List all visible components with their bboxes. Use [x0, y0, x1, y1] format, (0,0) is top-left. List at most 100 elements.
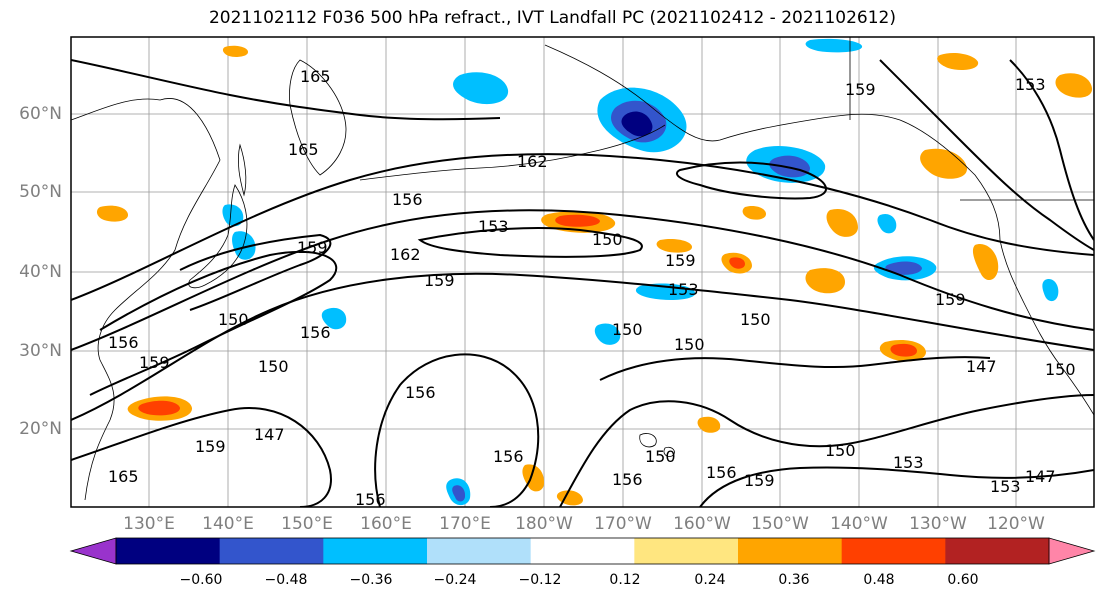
border-canada — [849, 37, 1094, 201]
lon-label: 140°E — [202, 514, 254, 534]
contour-label: 150 — [674, 335, 705, 354]
contour-label: 159 — [845, 80, 876, 99]
colorbar-tick-label: 0.12 — [609, 572, 641, 588]
contour-label: 147 — [254, 425, 285, 444]
lon-label: 150°W — [751, 514, 809, 534]
colorbar-swatch — [116, 538, 221, 564]
contour-label: 159 — [139, 353, 170, 372]
contour-label: 156 — [493, 447, 524, 466]
contour-line — [675, 161, 827, 200]
coastline-aleutians — [359, 124, 666, 181]
lon-label: 120°W — [987, 514, 1045, 534]
colorbar-tick-label: 0.48 — [863, 572, 895, 588]
lat-label: 40°N — [19, 262, 62, 282]
contour-label: 159 — [744, 471, 775, 490]
contour-label: 156 — [706, 463, 737, 482]
contour-label: 153 — [478, 217, 509, 236]
contour-label: 159 — [195, 437, 226, 456]
colorbar — [69, 537, 1096, 565]
contour-label: 156 — [355, 490, 386, 509]
shade-patch — [555, 214, 600, 227]
map-title: 2021102112 F036 500 hPa refract., IVT La… — [208, 8, 896, 28]
contour-lines — [71, 59, 1094, 507]
lon-label: 160°E — [360, 514, 412, 534]
contour-label: 165 — [288, 140, 319, 159]
contour-line — [374, 353, 540, 507]
shade-patch — [656, 238, 692, 253]
contour-label: 165 — [300, 67, 331, 86]
contour-label: 159 — [424, 271, 455, 290]
coastline-asia — [71, 98, 221, 501]
contour-label: 156 — [392, 190, 423, 209]
coastline-sakhalin — [237, 143, 247, 197]
shade-patch — [890, 343, 917, 357]
lon-label: 140°W — [830, 514, 888, 534]
lat-label: 30°N — [19, 341, 62, 361]
colorbar-swatch — [427, 538, 532, 564]
lon-label: 130°W — [909, 514, 967, 534]
contour-label: 165 — [108, 467, 139, 486]
contour-label: 147 — [1025, 467, 1056, 486]
contour-label: 150 — [612, 320, 643, 339]
contour-labels: 165 165 162 156 153 150 159 162 159 159 … — [108, 67, 1076, 509]
map-layers: 165 165 162 156 153 150 159 162 159 159 … — [71, 37, 1094, 509]
contour-line — [417, 227, 643, 258]
lat-label: 20°N — [19, 419, 62, 439]
contour-label: 150 — [218, 310, 249, 329]
shade-patch — [805, 38, 863, 53]
colorbar-swatch — [530, 538, 635, 564]
shade-patch — [972, 244, 999, 281]
shade-patch — [96, 205, 128, 222]
lon-label: 150°E — [281, 514, 333, 534]
shade-patch — [805, 268, 845, 294]
coastlines — [71, 37, 1094, 501]
colorbar-tick-label: 0.60 — [947, 572, 979, 588]
colorbar-extend-right — [1048, 537, 1096, 565]
coastline-canada-us — [999, 239, 1094, 416]
shade-patch — [138, 400, 180, 416]
lon-label: 160°W — [673, 514, 731, 534]
colorbar-tick-label: 0.24 — [694, 572, 726, 588]
colorbar-tick-label: −0.48 — [264, 572, 308, 588]
lon-label: 170°E — [439, 514, 491, 534]
contour-line — [559, 394, 1094, 507]
contour-line — [71, 153, 1094, 301]
contour-label: 159 — [297, 238, 328, 257]
coastline-hawaii — [639, 433, 675, 457]
contour-label: 153 — [668, 280, 699, 299]
colorbar-swatch — [738, 538, 843, 564]
contour-line — [599, 356, 991, 381]
contour-label: 150 — [825, 441, 856, 460]
shade-patch — [222, 204, 244, 227]
shade-patch — [452, 485, 466, 502]
shade-patch — [877, 213, 897, 234]
contour-line — [699, 466, 1094, 507]
lat-label: 50°N — [19, 182, 62, 202]
contour-label: 150 — [258, 357, 289, 376]
contour-label: 162 — [517, 152, 548, 171]
contour-label: 156 — [405, 383, 436, 402]
colorbar-swatch — [841, 538, 946, 564]
contour-label: 147 — [966, 357, 997, 376]
colorbar-swatch — [219, 538, 324, 564]
shade-patch — [1042, 279, 1059, 302]
shading-layer — [96, 38, 1093, 506]
colorbar-tick-label: −0.12 — [518, 572, 562, 588]
contour-label: 150 — [592, 230, 623, 249]
contour-label: 153 — [1015, 75, 1046, 94]
colorbar-tick-label: −0.24 — [433, 572, 477, 588]
contour-label: 156 — [300, 323, 331, 342]
contour-line — [179, 233, 332, 311]
lat-label: 60°N — [19, 104, 62, 124]
contour-label: 153 — [893, 453, 924, 472]
shade-patch — [937, 52, 979, 70]
contour-line — [1009, 59, 1094, 241]
contour-line — [71, 209, 1094, 351]
colorbar-swatch — [945, 538, 1050, 564]
contour-label: 156 — [108, 333, 139, 352]
contour-label: 156 — [612, 470, 643, 489]
lon-label: 170°W — [594, 514, 652, 534]
colorbar-tick-label: −0.60 — [179, 572, 223, 588]
coastline-japan — [188, 184, 248, 289]
shade-patch — [453, 72, 509, 105]
